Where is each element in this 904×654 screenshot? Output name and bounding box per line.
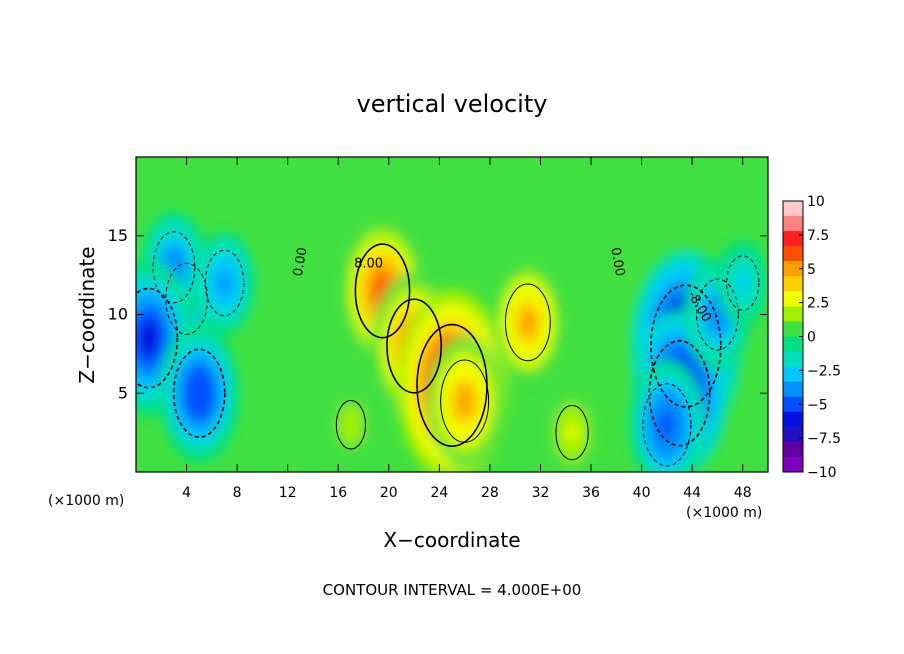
field-feature-9-level-5 (138, 320, 160, 357)
x-tick-label-6: 28 (481, 485, 499, 501)
contour-line-7 (165, 262, 208, 335)
y-tick-label-0: 5 (118, 383, 128, 402)
contour-line-9 (136, 287, 179, 389)
x-axis-label: X−coordinate (383, 528, 520, 552)
colorbar-tick-label-7: −7.5 (807, 431, 841, 447)
contour-line-10 (172, 348, 226, 439)
x-tick-label-5: 24 (430, 485, 448, 501)
colorbar-swatch-9 (783, 336, 803, 353)
field-feature-3-level-5 (455, 386, 474, 417)
y-axis-label: Z−coordinate (75, 246, 99, 383)
x-tick-label-4: 20 (380, 485, 398, 501)
contour-label-2: 0.00 (607, 246, 627, 277)
colorbar-swatch-3 (783, 246, 803, 262)
plot-area: 0.00 8.00 0.00-8.00 (135, 156, 769, 473)
contour-label-1: 8.00 (354, 256, 383, 271)
contour-line-1 (386, 298, 442, 394)
chart-title: vertical velocity (357, 90, 548, 118)
colorbar-tick-label-2: 5 (807, 262, 816, 278)
contour-line-14 (696, 278, 739, 351)
colorbar-tick-label-4: 0 (807, 330, 816, 346)
colorbar-tick-label-6: −5 (807, 397, 828, 413)
x-tick-label-2: 12 (279, 485, 297, 501)
contour-line-12 (650, 284, 722, 408)
contour-line-8 (152, 231, 196, 304)
contour-line-4 (504, 283, 551, 362)
x-tick-label-10: 44 (683, 485, 701, 501)
colorbar-swatch-5 (783, 276, 803, 292)
field-feature-6-level-5 (566, 422, 578, 443)
field-feature-11-level-5 (217, 271, 232, 295)
contour-line-6 (555, 405, 589, 461)
colorbar-tick-label-0: 10 (807, 194, 825, 210)
field-feature-10-level-5 (189, 377, 209, 410)
y-axis: 5 10 15 (108, 226, 768, 402)
colorbar: 10 7.5 5 2.5 0 −2.5 −5 −7.5 −10 (782, 194, 841, 481)
contour-lines (136, 231, 760, 467)
colorbar-tick-label-8: −10 (807, 465, 837, 481)
colorbar-tick-label-3: 2.5 (807, 296, 829, 312)
x-tick-label-11: 48 (734, 485, 752, 501)
contour-line-16 (726, 255, 760, 311)
contour-label-0: 0.00 (291, 246, 311, 277)
field-feature-5-level-5 (345, 415, 357, 434)
contour-line-13 (648, 340, 711, 447)
y-tick-label-1: 10 (108, 305, 128, 324)
contour-interval-note: CONTOUR INTERVAL = 4.000E+00 (323, 581, 582, 599)
colorbar-swatch-17 (783, 456, 803, 473)
x-unit-label-right: (×1000 m) (686, 505, 762, 521)
y-tick-label-2: 15 (108, 226, 128, 245)
colorbar-swatch-12 (783, 381, 803, 398)
colorbar-swatch-13 (783, 396, 803, 413)
colorbar-swatch-8 (783, 321, 803, 337)
colorbar-swatch-0 (783, 201, 803, 217)
colorbar-swatch-4 (783, 261, 803, 277)
contour-line-11 (204, 249, 245, 317)
x-tick-label-0: 4 (182, 485, 191, 501)
colorbar-tick-label-5: −2.5 (807, 363, 841, 379)
colorbar-tick-label-1: 7.5 (807, 228, 829, 244)
colorbar-swatch-10 (783, 351, 803, 368)
colorbar-swatch-1 (783, 216, 803, 232)
colorbar-swatch-14 (783, 411, 803, 428)
x-tick-label-8: 36 (582, 485, 600, 501)
field-feature-4-level-5 (519, 308, 536, 337)
x-tick-label-3: 16 (329, 485, 347, 501)
velocity-field (136, 211, 768, 472)
x-unit-label-left: (×1000 m) (48, 493, 124, 509)
colorbar-swatch-2 (783, 231, 803, 247)
contour-line-3 (440, 359, 490, 443)
field-feature-15-level-5 (658, 409, 676, 440)
x-tick-label-7: 32 (532, 485, 550, 501)
contour-line-0 (354, 243, 411, 339)
colorbar-swatch-6 (783, 291, 803, 307)
colorbar-swatch-7 (783, 306, 803, 322)
colorbar-swatch-16 (783, 441, 803, 458)
field-feature-16-level-5 (736, 273, 749, 293)
contour-line-15 (642, 383, 692, 467)
colorbar-swatch-11 (783, 366, 803, 383)
x-axis: 4 8 12 16 20 24 28 32 36 40 44 48 (182, 157, 752, 501)
contour-line-5 (335, 399, 366, 450)
x-tick-label-1: 8 (233, 485, 242, 501)
colorbar-swatch-15 (783, 426, 803, 443)
x-tick-label-9: 40 (633, 485, 651, 501)
